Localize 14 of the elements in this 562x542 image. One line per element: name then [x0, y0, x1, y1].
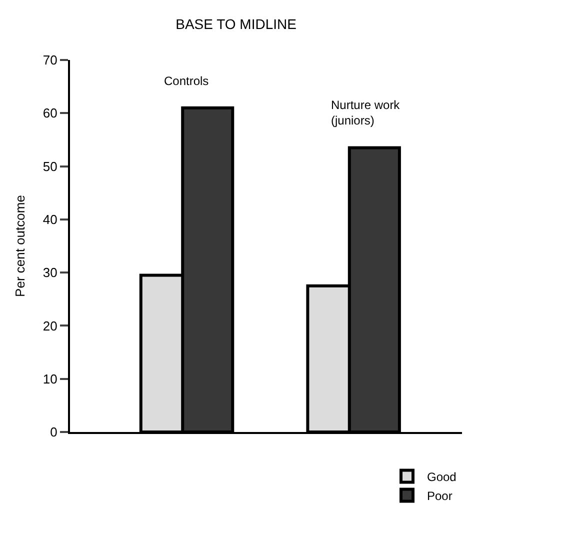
y-tick-label: 60: [42, 106, 58, 121]
x-tick-label: Nurture work (juniors): [331, 98, 401, 128]
x-tick-label: Controls: [164, 74, 209, 88]
legend-label: Poor: [427, 488, 452, 503]
y-tick-label: 20: [42, 318, 58, 334]
y-tick-label: 40: [42, 212, 58, 227]
y-tick-label: 10: [42, 371, 58, 386]
chart-title: BASE TO MIDLINE: [176, 16, 296, 32]
y-axis-title: Per cent outcome: [12, 195, 28, 297]
y-tick-label: 50: [42, 158, 58, 174]
y-tick-label: 0: [50, 424, 58, 440]
y-tick-label: 30: [42, 265, 58, 280]
y-tick-label: 70: [42, 52, 58, 68]
legend-label: Good: [427, 470, 456, 484]
